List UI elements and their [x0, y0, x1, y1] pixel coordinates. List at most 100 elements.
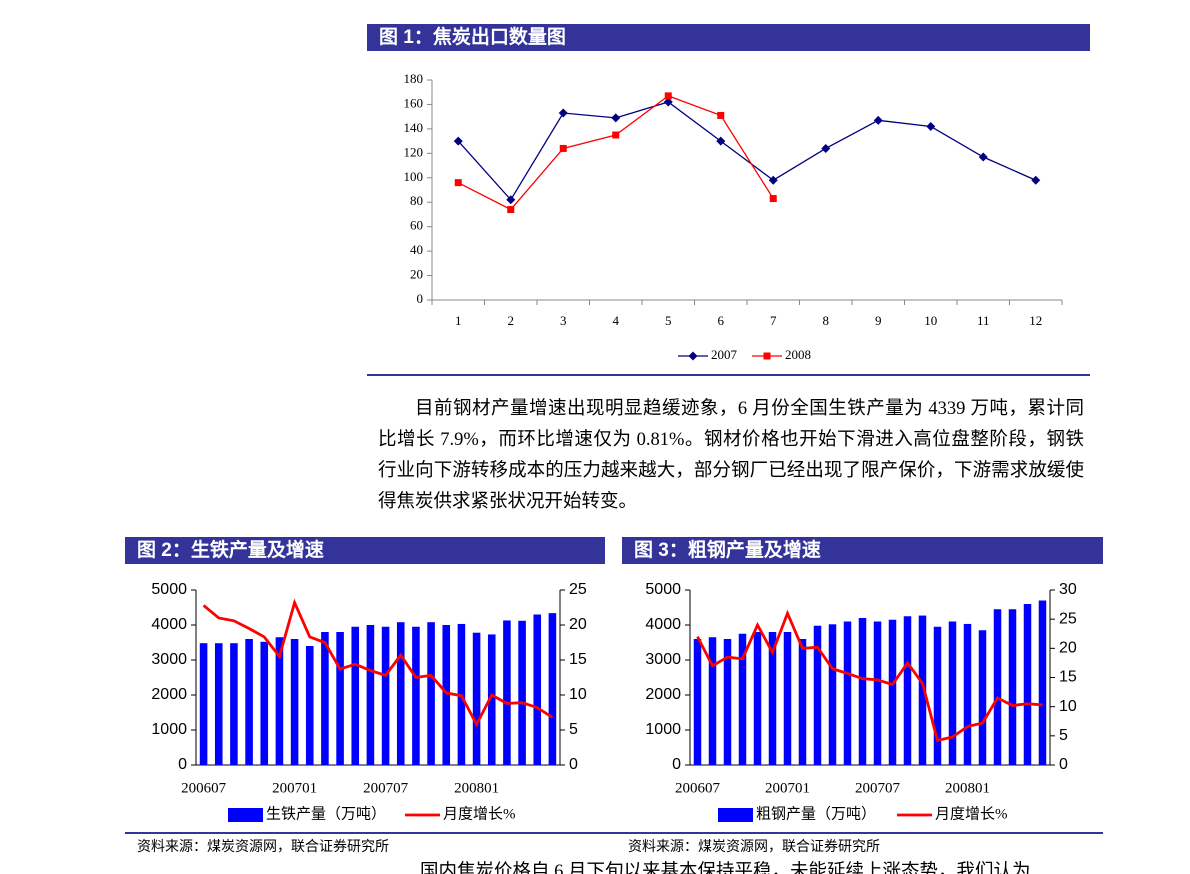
bar: [978, 630, 987, 765]
y-tick-label: 180: [404, 71, 424, 86]
bar: [533, 614, 542, 765]
y-tick-label: 140: [404, 120, 424, 135]
legend-swatch: [718, 808, 753, 822]
x-tick-label: 10: [924, 313, 937, 328]
body-paragraph: 目前钢材产量增速出现明显趋缓迹象，6 月份全国生铁产量为 4339 万吨，累计同…: [378, 399, 1084, 512]
x-tick-label: 7: [770, 313, 777, 328]
y-tick-label: 4000: [645, 616, 681, 633]
body-paragraph: 国内焦炭价格自 6 月下旬以来基本保持平稳，未能延续上涨态势，我们认为: [420, 862, 1031, 874]
point: [1031, 175, 1041, 185]
bar: [548, 613, 557, 765]
bar: [858, 618, 867, 765]
y2-tick-label: 20: [569, 616, 587, 633]
figure-header: 图 3：粗钢产量及增速: [622, 537, 1103, 564]
x-tick-label: 200701: [272, 780, 317, 796]
y2-tick-label: 5: [569, 721, 578, 738]
bar: [1023, 604, 1032, 765]
source-note: 资料来源：煤炭资源网，联合证券研究所: [628, 840, 880, 855]
series-line: [457, 101, 1037, 201]
series-line: [202, 598, 554, 728]
bar: [708, 637, 717, 765]
y-tick-label: 1000: [645, 721, 681, 738]
point: [978, 152, 988, 162]
point: [873, 115, 883, 125]
x-tick-label: 200801: [454, 780, 499, 796]
bar: [873, 621, 882, 765]
x-tick-label: 9: [875, 313, 882, 328]
bar: [783, 632, 792, 765]
figure-header: 图 1：焦炭出口数量图: [367, 24, 1090, 51]
bar: [427, 622, 435, 765]
point: [769, 195, 777, 203]
x-tick-label: 8: [823, 313, 830, 328]
legend-label: 2008: [785, 347, 811, 362]
bar: [381, 626, 390, 765]
x-tick-label: 200707: [855, 780, 901, 796]
x-tick-label: 200607: [675, 780, 721, 796]
y-tick-label: 40: [410, 242, 423, 257]
y-tick-label: 80: [410, 193, 423, 208]
point: [612, 131, 620, 139]
x-tick-label: 11: [977, 313, 990, 328]
bar: [888, 619, 897, 765]
bar: [798, 639, 807, 765]
y2-tick-label: 15: [569, 651, 587, 668]
point: [507, 206, 515, 214]
y2-tick-label: 15: [1059, 669, 1077, 686]
point: [821, 143, 831, 153]
bar: [230, 643, 238, 765]
x-tick-label: 12: [1029, 313, 1042, 328]
x-tick-label: 200607: [181, 780, 227, 796]
y-tick-label: 1000: [151, 721, 187, 738]
bar: [442, 625, 451, 765]
point: [506, 195, 516, 205]
bar: [518, 620, 526, 765]
series-line: [457, 95, 774, 211]
bar: [503, 620, 511, 765]
bar: [693, 639, 702, 765]
point: [454, 179, 462, 187]
x-tick-label: 4: [613, 313, 620, 328]
y2-tick-label: 0: [1059, 756, 1068, 773]
bar: [260, 641, 269, 765]
bar: [412, 626, 420, 765]
x-tick-label: 200801: [945, 780, 990, 796]
y-tick-label: 160: [404, 95, 424, 110]
y2-tick-label: 30: [1059, 581, 1077, 598]
bar: [753, 632, 762, 765]
legend-label: 月度增长%: [935, 805, 1008, 822]
y2-tick-label: 10: [569, 686, 587, 703]
x-tick-label: 5: [665, 313, 672, 328]
y-tick-label: 5000: [151, 581, 187, 598]
bar: [903, 616, 912, 765]
legend-label: 2007: [711, 347, 738, 362]
x-tick-label: 3: [560, 313, 567, 328]
bar: [933, 626, 942, 765]
y2-tick-label: 10: [1059, 698, 1077, 715]
point: [663, 97, 673, 107]
y2-tick-label: 5: [1059, 727, 1068, 744]
source-note: 资料来源：煤炭资源网，联合证券研究所: [137, 840, 389, 855]
y-tick-label: 2000: [645, 686, 681, 703]
x-tick-label: 200707: [363, 780, 409, 796]
bar: [1008, 609, 1017, 765]
bar: [1038, 600, 1047, 765]
y-tick-label: 4000: [151, 616, 187, 633]
point: [611, 113, 621, 123]
bar: [828, 624, 837, 765]
bar: [993, 609, 1002, 765]
x-tick-label: 1: [455, 313, 462, 328]
bar: [305, 646, 314, 765]
y-tick-label: 2000: [151, 686, 187, 703]
bar: [768, 632, 777, 765]
point: [688, 351, 698, 361]
bar: [813, 625, 822, 765]
x-tick-label: 200701: [765, 780, 810, 796]
bar: [843, 621, 852, 765]
rule: [125, 832, 1103, 834]
legend-swatch: [228, 808, 263, 822]
y-tick-label: 3000: [151, 651, 187, 668]
